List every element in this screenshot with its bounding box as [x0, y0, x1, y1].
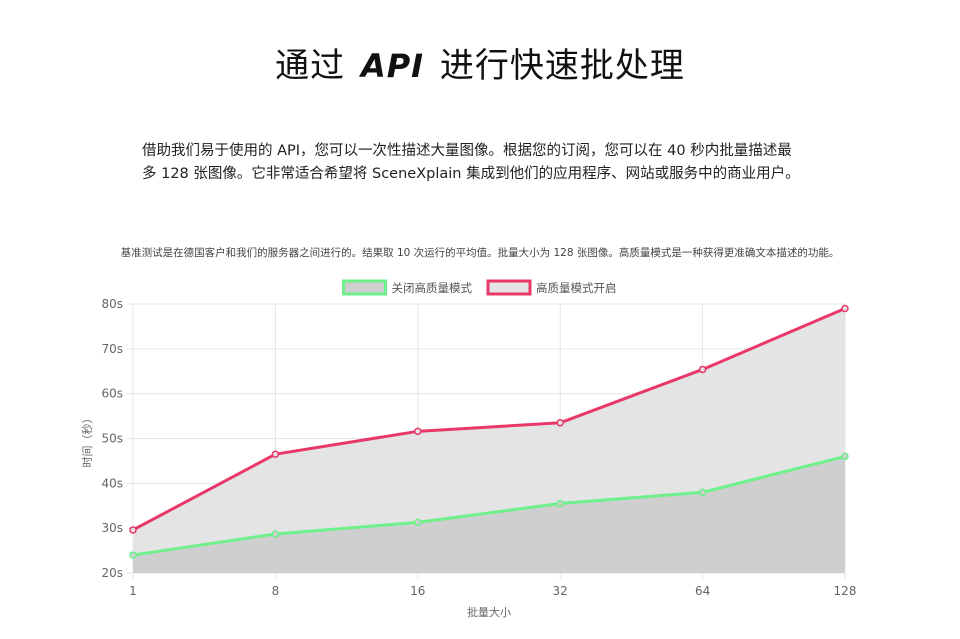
x-tick-label: 8 [272, 584, 280, 598]
x-tick-label: 64 [695, 584, 710, 598]
series-line [132, 454, 846, 557]
data-point [129, 526, 137, 534]
x-tick-label: 16 [410, 584, 425, 598]
page-title: 通过 API 进行快速批处理 [0, 38, 960, 87]
intro-line-1: 借助我们易于使用的 API，您可以一次性描述大量图像。根据您的订阅，您可以在 4… [142, 143, 792, 159]
y-tick-label: 50s [101, 432, 123, 446]
chart-areas [133, 308, 845, 573]
y-tick-label: 40s [101, 476, 123, 490]
data-point [271, 450, 280, 458]
data-point [271, 530, 280, 538]
series-line [132, 307, 846, 532]
data-point [414, 427, 422, 436]
data-point [556, 419, 564, 427]
y-axis-ticks: 20s 30s 40s 50s 60s 70s 80s [101, 297, 123, 580]
y-axis-label: 时间（秒） [80, 413, 94, 468]
chart-legend: 关闭高质量模式 高质量模式开启 [342, 279, 617, 296]
chart-points [129, 304, 849, 559]
x-tick-label: 1 [129, 584, 137, 598]
intro-line-2: 多 128 张图像。它非常适合希望将 SceneXplain 集成到他们的应用程… [142, 166, 800, 182]
chart-lines [132, 307, 846, 557]
y-tick-label: 20s [101, 566, 123, 580]
series-area [133, 456, 845, 573]
title-prefix: 通过 [275, 46, 346, 86]
title-suffix: 进行快速批处理 [439, 46, 685, 86]
data-point [698, 488, 707, 497]
x-tick-label: 32 [553, 584, 568, 598]
y-tick-label: 80s [101, 297, 123, 311]
data-point [129, 551, 137, 559]
legend-label: 高质量模式开启 [536, 281, 617, 295]
legend-swatch [342, 279, 387, 296]
data-point [698, 365, 707, 374]
api-logo: API [360, 47, 425, 85]
y-tick-label: 60s [101, 387, 123, 401]
legend-label: 关闭高质量模式 [392, 281, 473, 295]
x-axis-label: 批量大小 [467, 605, 511, 619]
data-point [414, 518, 422, 527]
data-point [556, 499, 564, 508]
legend-swatch [486, 279, 532, 296]
intro-paragraph: 借助我们易于使用的 API，您可以一次性描述大量图像。根据您的订阅，您可以在 4… [142, 140, 822, 186]
data-point [841, 304, 849, 313]
data-point [841, 452, 849, 461]
x-tick-label: 128 [834, 584, 857, 598]
y-tick-label: 70s [101, 342, 123, 356]
benchmark-note: 基准测试是在德国客户和我们的服务器之间进行的。结果取 10 次运行的平均值。批量… [120, 247, 840, 259]
y-tick-label: 30s [101, 521, 123, 535]
x-axis-ticks: 1 8 16 32 64 128 [129, 584, 856, 598]
